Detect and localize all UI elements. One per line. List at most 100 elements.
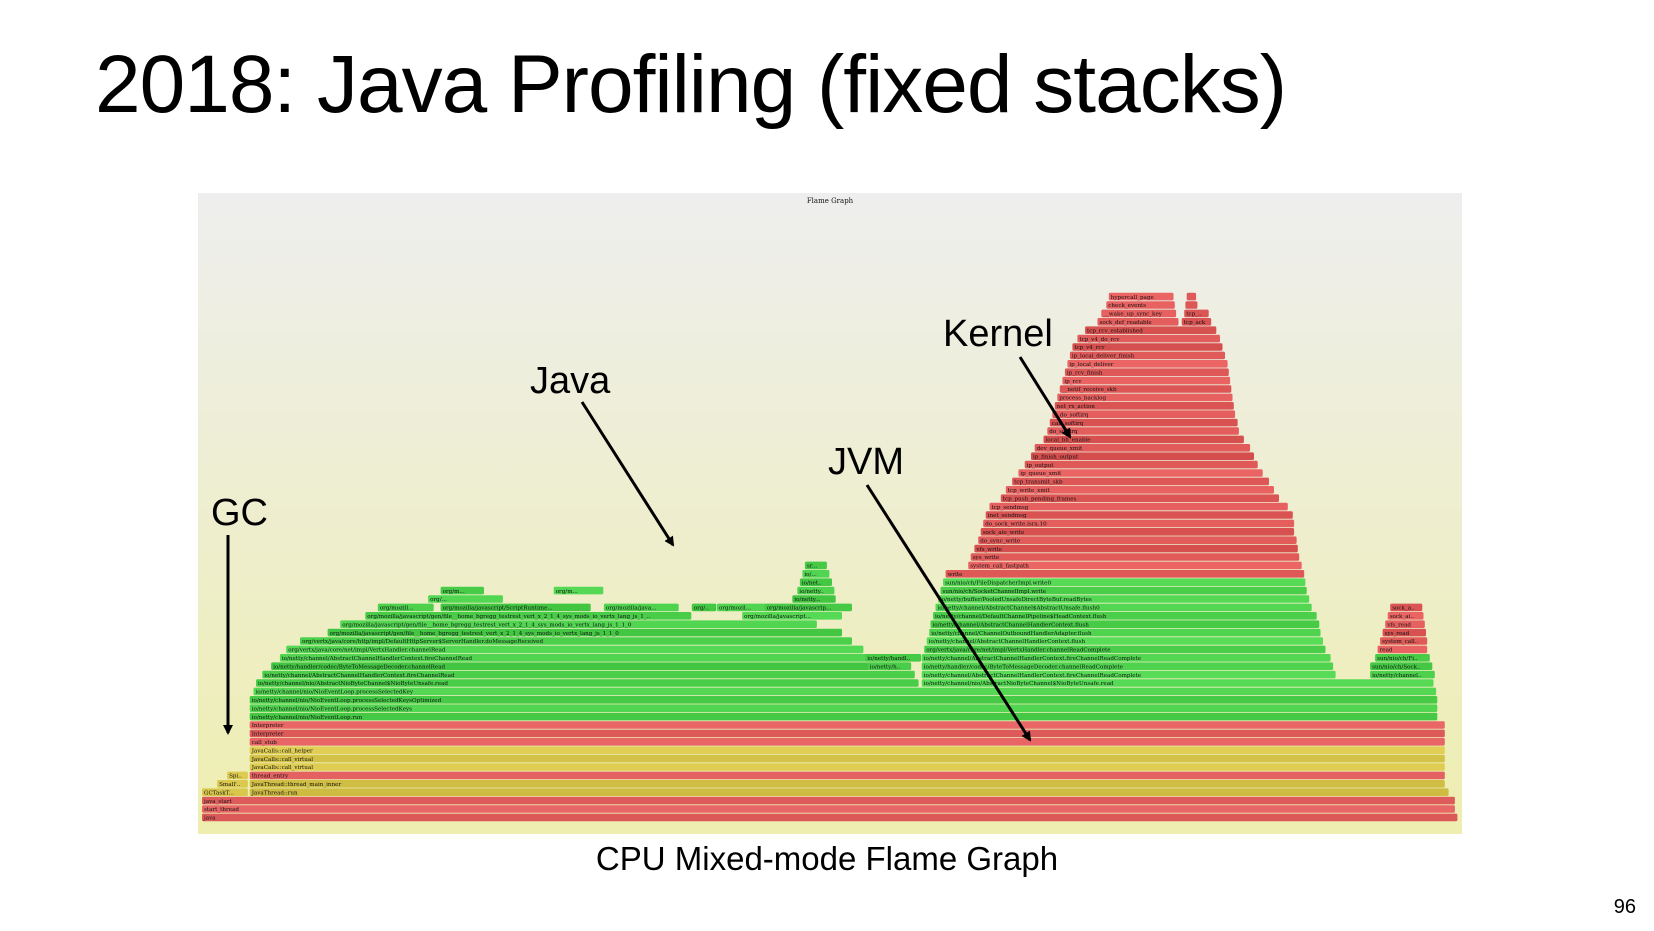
flame-frame-rect[interactable] <box>742 612 842 620</box>
flame-frame-rect[interactable] <box>980 528 1295 536</box>
flame-frame[interactable]: sys_read <box>1382 628 1426 637</box>
flame-frame-rect[interactable] <box>1077 334 1220 343</box>
flame-frame[interactable]: tcp_ack <box>1181 318 1212 326</box>
flame-frame-rect[interactable] <box>792 595 836 603</box>
flame-frame-rect[interactable] <box>1000 494 1279 502</box>
flame-frame-rect[interactable] <box>217 780 248 788</box>
flame-frame[interactable]: sr... <box>804 561 827 570</box>
flame-frame[interactable]: Small'.. <box>217 780 248 788</box>
flame-frame-rect[interactable] <box>1101 309 1177 318</box>
flame-frame[interactable]: org/mozilla/javascript/gen/file__home_bg… <box>340 620 817 628</box>
flame-frame[interactable]: tcp_rcv_established <box>1085 326 1217 334</box>
flame-frame[interactable]: hypercall_page <box>1108 292 1174 301</box>
flame-frame[interactable]: inet_sendmsg <box>985 511 1293 519</box>
flame-frame[interactable]: ip_finish_output <box>1031 452 1254 460</box>
flame-frame-rect[interactable] <box>1069 351 1225 360</box>
flame-frame[interactable]: io/netty/channel/AbstractChannelHandlerC… <box>930 620 1320 628</box>
flame-frame-rect[interactable] <box>1382 628 1426 637</box>
flame-frame-rect[interactable] <box>1072 343 1223 351</box>
flame-frame-rect[interactable] <box>802 570 830 578</box>
flame-frame-rect[interactable] <box>1012 477 1269 486</box>
flame-frame-rect[interactable] <box>249 746 1445 754</box>
flame-frame[interactable]: org/mozilla/java... <box>603 603 679 612</box>
flame-frame[interactable]: org/... <box>428 595 503 603</box>
flame-frame[interactable]: org/vertx/java/core/net/impl/VertxHandle… <box>924 645 1326 654</box>
flame-frame[interactable]: sock_aio_write <box>980 528 1295 536</box>
flame-frame-rect[interactable] <box>691 603 717 612</box>
flame-frame-rect[interactable] <box>340 620 817 628</box>
flame-frame-rect[interactable] <box>717 603 767 612</box>
flame-frame[interactable]: io/netty/channel/AbstractChannelHandlerC… <box>921 670 1336 679</box>
flame-frame[interactable]: io/netty/channel/nio/AbstractNioByteChan… <box>921 679 1434 687</box>
flame-frame[interactable]: io/netty/channel/nio/NioEventLoop.proces… <box>249 696 1438 704</box>
flame-frame[interactable]: JavaThread::thread_main_inner <box>249 780 1445 788</box>
flame-frame[interactable]: org/.. <box>691 603 717 612</box>
flame-frame-rect[interactable] <box>249 704 1438 712</box>
flame-frame-rect[interactable] <box>249 754 1445 763</box>
flame-frame-rect[interactable] <box>377 603 434 612</box>
flame-frame-rect[interactable] <box>983 519 1295 528</box>
flame-frame[interactable]: io/netty/h.. <box>867 662 912 670</box>
flame-frame[interactable]: io/netty/buffer/PooledUnsafeDirectByteBu… <box>938 595 1310 603</box>
flame-frame[interactable]: io/netty/channel/AbstractChannel$Abstrac… <box>935 603 1312 612</box>
flame-frame[interactable]: dev_queue_xmit <box>1034 444 1251 452</box>
flame-frame-rect[interactable] <box>1031 452 1254 460</box>
flame-frame-rect[interactable] <box>227 771 248 780</box>
flame-frame-rect[interactable] <box>945 570 1305 578</box>
flame-frame[interactable]: io/netty/channel/DefaultChannelPipeline$… <box>933 612 1317 620</box>
flame-frame[interactable]: io/netty/channel/AbstractChannelHandlerC… <box>262 670 915 679</box>
flame-frame-rect[interactable] <box>978 536 1297 544</box>
flame-frame[interactable]: JavaCalls::call_helper <box>249 746 1445 754</box>
flame-frame[interactable]: io/netty/handl.. <box>865 654 922 662</box>
flame-frame[interactable]: tcp_sendmsg <box>989 502 1288 511</box>
flame-frame-rect[interactable] <box>202 796 1455 805</box>
flame-frame[interactable]: __wake_up_sync_key <box>1101 309 1177 318</box>
flame-frame[interactable]: io/netty... <box>792 595 836 603</box>
flame-frame[interactable] <box>1185 301 1198 309</box>
flame-frame[interactable]: tcp_write_xmit <box>1005 486 1274 494</box>
flame-frame[interactable]: tcp_v4_rcv <box>1072 343 1223 351</box>
flame-frame-rect[interactable] <box>764 603 852 612</box>
flame-frame[interactable]: sock_def_readable <box>1097 318 1179 326</box>
flame-frame-rect[interactable] <box>300 637 852 645</box>
flame-frame[interactable]: do_softirq <box>1047 427 1239 435</box>
flame-frame[interactable]: do_sync_write <box>978 536 1297 544</box>
flame-frame-rect[interactable] <box>1097 318 1179 326</box>
flame-frame[interactable]: system_call.. <box>1380 637 1428 645</box>
flame-frame-rect[interactable] <box>262 670 915 679</box>
flame-frame-rect[interactable] <box>1370 670 1435 679</box>
flame-frame[interactable]: net_rx_action <box>1054 402 1234 410</box>
flame-frame-rect[interactable] <box>1062 376 1231 385</box>
flame-frame-rect[interactable] <box>1043 435 1244 444</box>
flame-frame[interactable]: org/mozill... <box>377 603 434 612</box>
flame-frame-rect[interactable] <box>249 712 1438 721</box>
flame-frame[interactable]: ip_output <box>1024 460 1258 469</box>
flame-frame[interactable]: io/netty/handler/codec/ByteToMessageDeco… <box>921 662 1334 670</box>
flame-frame[interactable]: org/mozilla/javascript/ScriptRuntime... <box>440 603 591 612</box>
flame-frame[interactable]: JavaThread::run <box>249 788 1449 796</box>
flame-frame-rect[interactable] <box>249 729 1445 738</box>
flame-frame-rect[interactable] <box>249 738 1445 746</box>
flame-frame[interactable]: tcp_v4_do_rcv <box>1077 334 1220 343</box>
flame-frame-rect[interactable] <box>202 805 1455 813</box>
flame-frame[interactable]: GCTaskT... <box>202 788 248 796</box>
flame-frame[interactable]: io/netty/channel/AbstractChannelHandlerC… <box>279 654 901 662</box>
flame-frame[interactable] <box>1186 292 1197 301</box>
flame-frame-rect[interactable] <box>1106 301 1175 309</box>
flame-frame-rect[interactable] <box>1108 292 1174 301</box>
flame-frame-rect[interactable] <box>1052 410 1236 418</box>
flame-frame[interactable]: io/netty/channel.. <box>1370 670 1435 679</box>
flame-frame[interactable]: org/m... <box>553 586 604 595</box>
flame-frame[interactable]: Spi.. <box>227 771 248 780</box>
flame-frame[interactable]: tcp_.. <box>1184 309 1209 318</box>
flame-frame[interactable]: io/netty/channel/ChannelOutboundHandlerA… <box>929 628 1321 637</box>
flame-frame-rect[interactable] <box>970 553 1300 561</box>
flame-frame-rect[interactable] <box>1390 603 1423 612</box>
flame-frame[interactable]: org/vertx/java/core/net/impl/VertxHandle… <box>286 645 864 654</box>
flame-frame-rect[interactable] <box>249 721 1445 729</box>
flame-frame-rect[interactable] <box>1049 418 1238 427</box>
flame-frame-rect[interactable] <box>249 771 1445 780</box>
flame-frame[interactable]: sys_write <box>970 553 1300 561</box>
flame-frame[interactable]: org/mozilla/javascript/gen/file__home_bg… <box>327 628 843 637</box>
flame-frame[interactable]: ip_rcv <box>1062 376 1231 385</box>
